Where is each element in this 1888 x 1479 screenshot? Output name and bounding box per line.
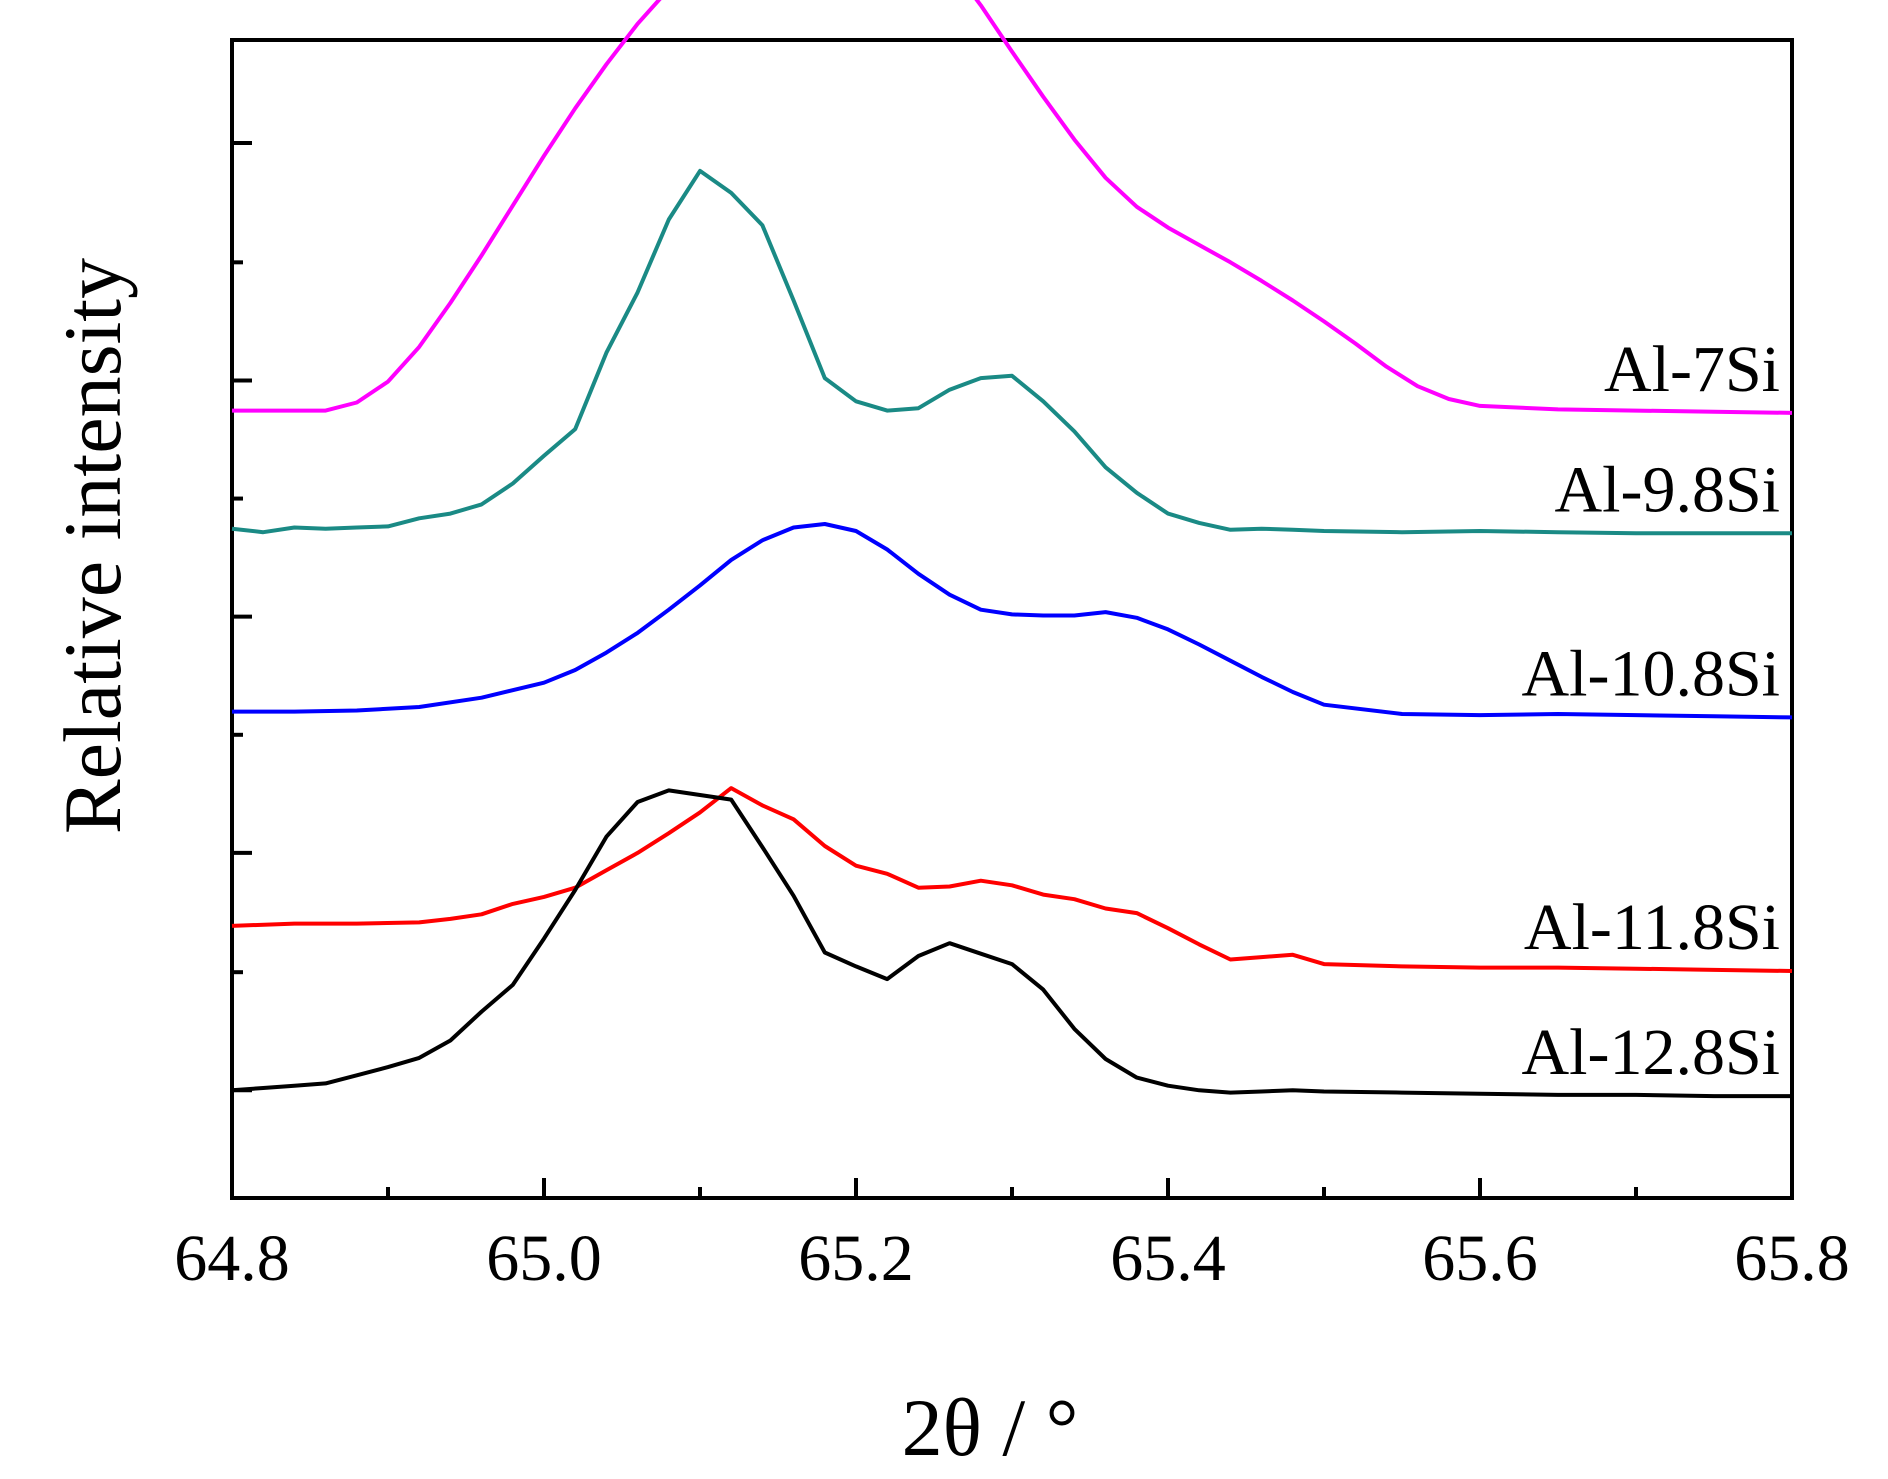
- x-tick-label: 65.4: [1110, 1222, 1226, 1295]
- series-line-al-7si: [232, 0, 1793, 415]
- series-label-al-11-8si: Al-11.8Si: [1524, 891, 1780, 964]
- series-line-al-10-8si: [232, 522, 1793, 720]
- series-label-al-9-8si: Al-9.8Si: [1554, 453, 1780, 526]
- x-tick-label: 65.2: [798, 1222, 914, 1295]
- series-labels: Al-7Si Al-9.8Si Al-10.8Si Al-11.8Si Al-12.8S…: [1521, 333, 1780, 1089]
- x-tick-label: 65.6: [1422, 1222, 1538, 1295]
- x-axis-title: 2θ / °: [902, 1382, 1079, 1473]
- series-label-al-10-8si: Al-10.8Si: [1521, 637, 1780, 710]
- y-axis-title: Relative intensity: [47, 258, 138, 834]
- series-line-al-11-8si: [231, 786, 1793, 973]
- x-tick-label: 65.0: [486, 1222, 602, 1295]
- series-line-al-9-8si: [231, 168, 1792, 536]
- x-tick-label: 65.8: [1734, 1222, 1850, 1295]
- series-label-al-7si: Al-7Si: [1604, 333, 1780, 406]
- axes: 64.8 65.0 65.2 65.4 65.6 65.8: [174, 38, 1850, 1295]
- series-label-al-12-8si: Al-12.8Si: [1521, 1016, 1780, 1089]
- series-line-al-12-8si: [231, 788, 1792, 1099]
- series-group: [231, 0, 1793, 1099]
- x-tick-label: 64.8: [174, 1222, 290, 1295]
